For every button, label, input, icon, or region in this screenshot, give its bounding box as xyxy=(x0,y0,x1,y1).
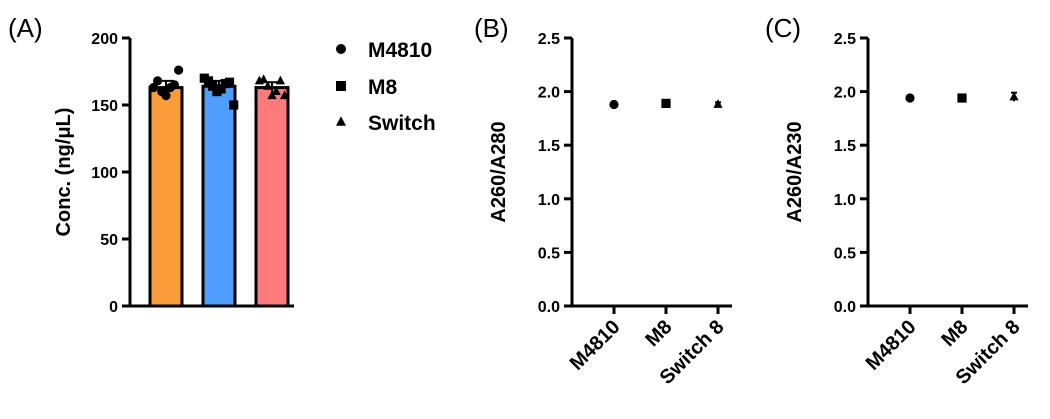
data-point-switch xyxy=(263,80,273,90)
data-point-switch xyxy=(259,74,269,83)
y-tick-label: 1.0 xyxy=(834,192,856,209)
bar-m8 xyxy=(201,84,237,308)
data-point-m8 xyxy=(224,77,235,87)
y-tick-label: 0 xyxy=(109,299,118,316)
y-tick-label: 1.5 xyxy=(538,138,560,155)
panel-label-a: (A) xyxy=(8,13,43,43)
legend-marker-triangle xyxy=(336,116,346,126)
y-axis-title: Conc. (ng/μL) xyxy=(53,108,75,237)
x-tick-label: M4810 xyxy=(566,316,625,375)
legend-label: M8 xyxy=(368,76,397,99)
y-tick-label: 200 xyxy=(91,31,118,48)
data-point-m8 xyxy=(229,100,239,110)
x-tick-label: M8 xyxy=(641,316,676,351)
data-point-m4810 xyxy=(169,80,179,90)
data-point-square xyxy=(661,98,671,108)
data-point-circle xyxy=(905,93,915,103)
y-tick-label: 0.5 xyxy=(538,245,560,262)
panel-label-b: (B) xyxy=(474,13,509,43)
legend-label: M4810 xyxy=(368,39,432,62)
x-tick-label: M4810 xyxy=(862,316,921,375)
panel-a: (A) 0 50 100 150 200 Conc. (ng/μL) M4810 M8 Switc… xyxy=(8,13,436,316)
data-point-m4810 xyxy=(161,91,171,101)
y-axis-title: A260/A230 xyxy=(784,121,806,222)
y-tick-label: 50 xyxy=(100,232,118,249)
data-point-square xyxy=(957,93,967,103)
y-tick-label: 2.0 xyxy=(834,85,856,102)
y-tick-label: 0.0 xyxy=(834,299,856,316)
y-tick-label: 100 xyxy=(91,165,118,182)
y-tick-label: 2.5 xyxy=(538,31,560,48)
data-point-m4810 xyxy=(148,82,158,93)
bar-switch xyxy=(254,86,290,308)
data-point-triangle xyxy=(1009,91,1019,101)
data-point-m4810 xyxy=(153,76,163,86)
x-tick-label: M8 xyxy=(937,316,972,351)
legend-label: Switch xyxy=(368,112,436,135)
data-point-circle xyxy=(609,99,619,110)
bar-m4810 xyxy=(148,86,184,308)
y-tick-label: 150 xyxy=(91,98,118,115)
data-point-m4810 xyxy=(174,65,184,75)
legend-marker-circle xyxy=(336,44,346,54)
y-tick-label: 1.0 xyxy=(538,192,560,209)
data-point-triangle xyxy=(713,99,723,108)
data-point-m8 xyxy=(203,76,214,86)
panel-label-c: (C) xyxy=(765,13,801,43)
y-tick-label: 1.5 xyxy=(834,138,856,155)
data-point-m8 xyxy=(216,84,226,94)
y-tick-label: 0.0 xyxy=(538,299,560,316)
data-point-switch xyxy=(275,75,285,85)
y-tick-label: 2.5 xyxy=(834,31,856,48)
legend-marker-square xyxy=(336,81,346,91)
data-point-m8 xyxy=(208,81,218,91)
data-point-switch xyxy=(271,86,281,96)
y-tick-label: 2.0 xyxy=(538,85,560,102)
data-point-switch xyxy=(280,90,290,100)
y-axis-title: A260/A280 xyxy=(488,121,510,222)
y-tick-label: 0.5 xyxy=(834,245,856,262)
